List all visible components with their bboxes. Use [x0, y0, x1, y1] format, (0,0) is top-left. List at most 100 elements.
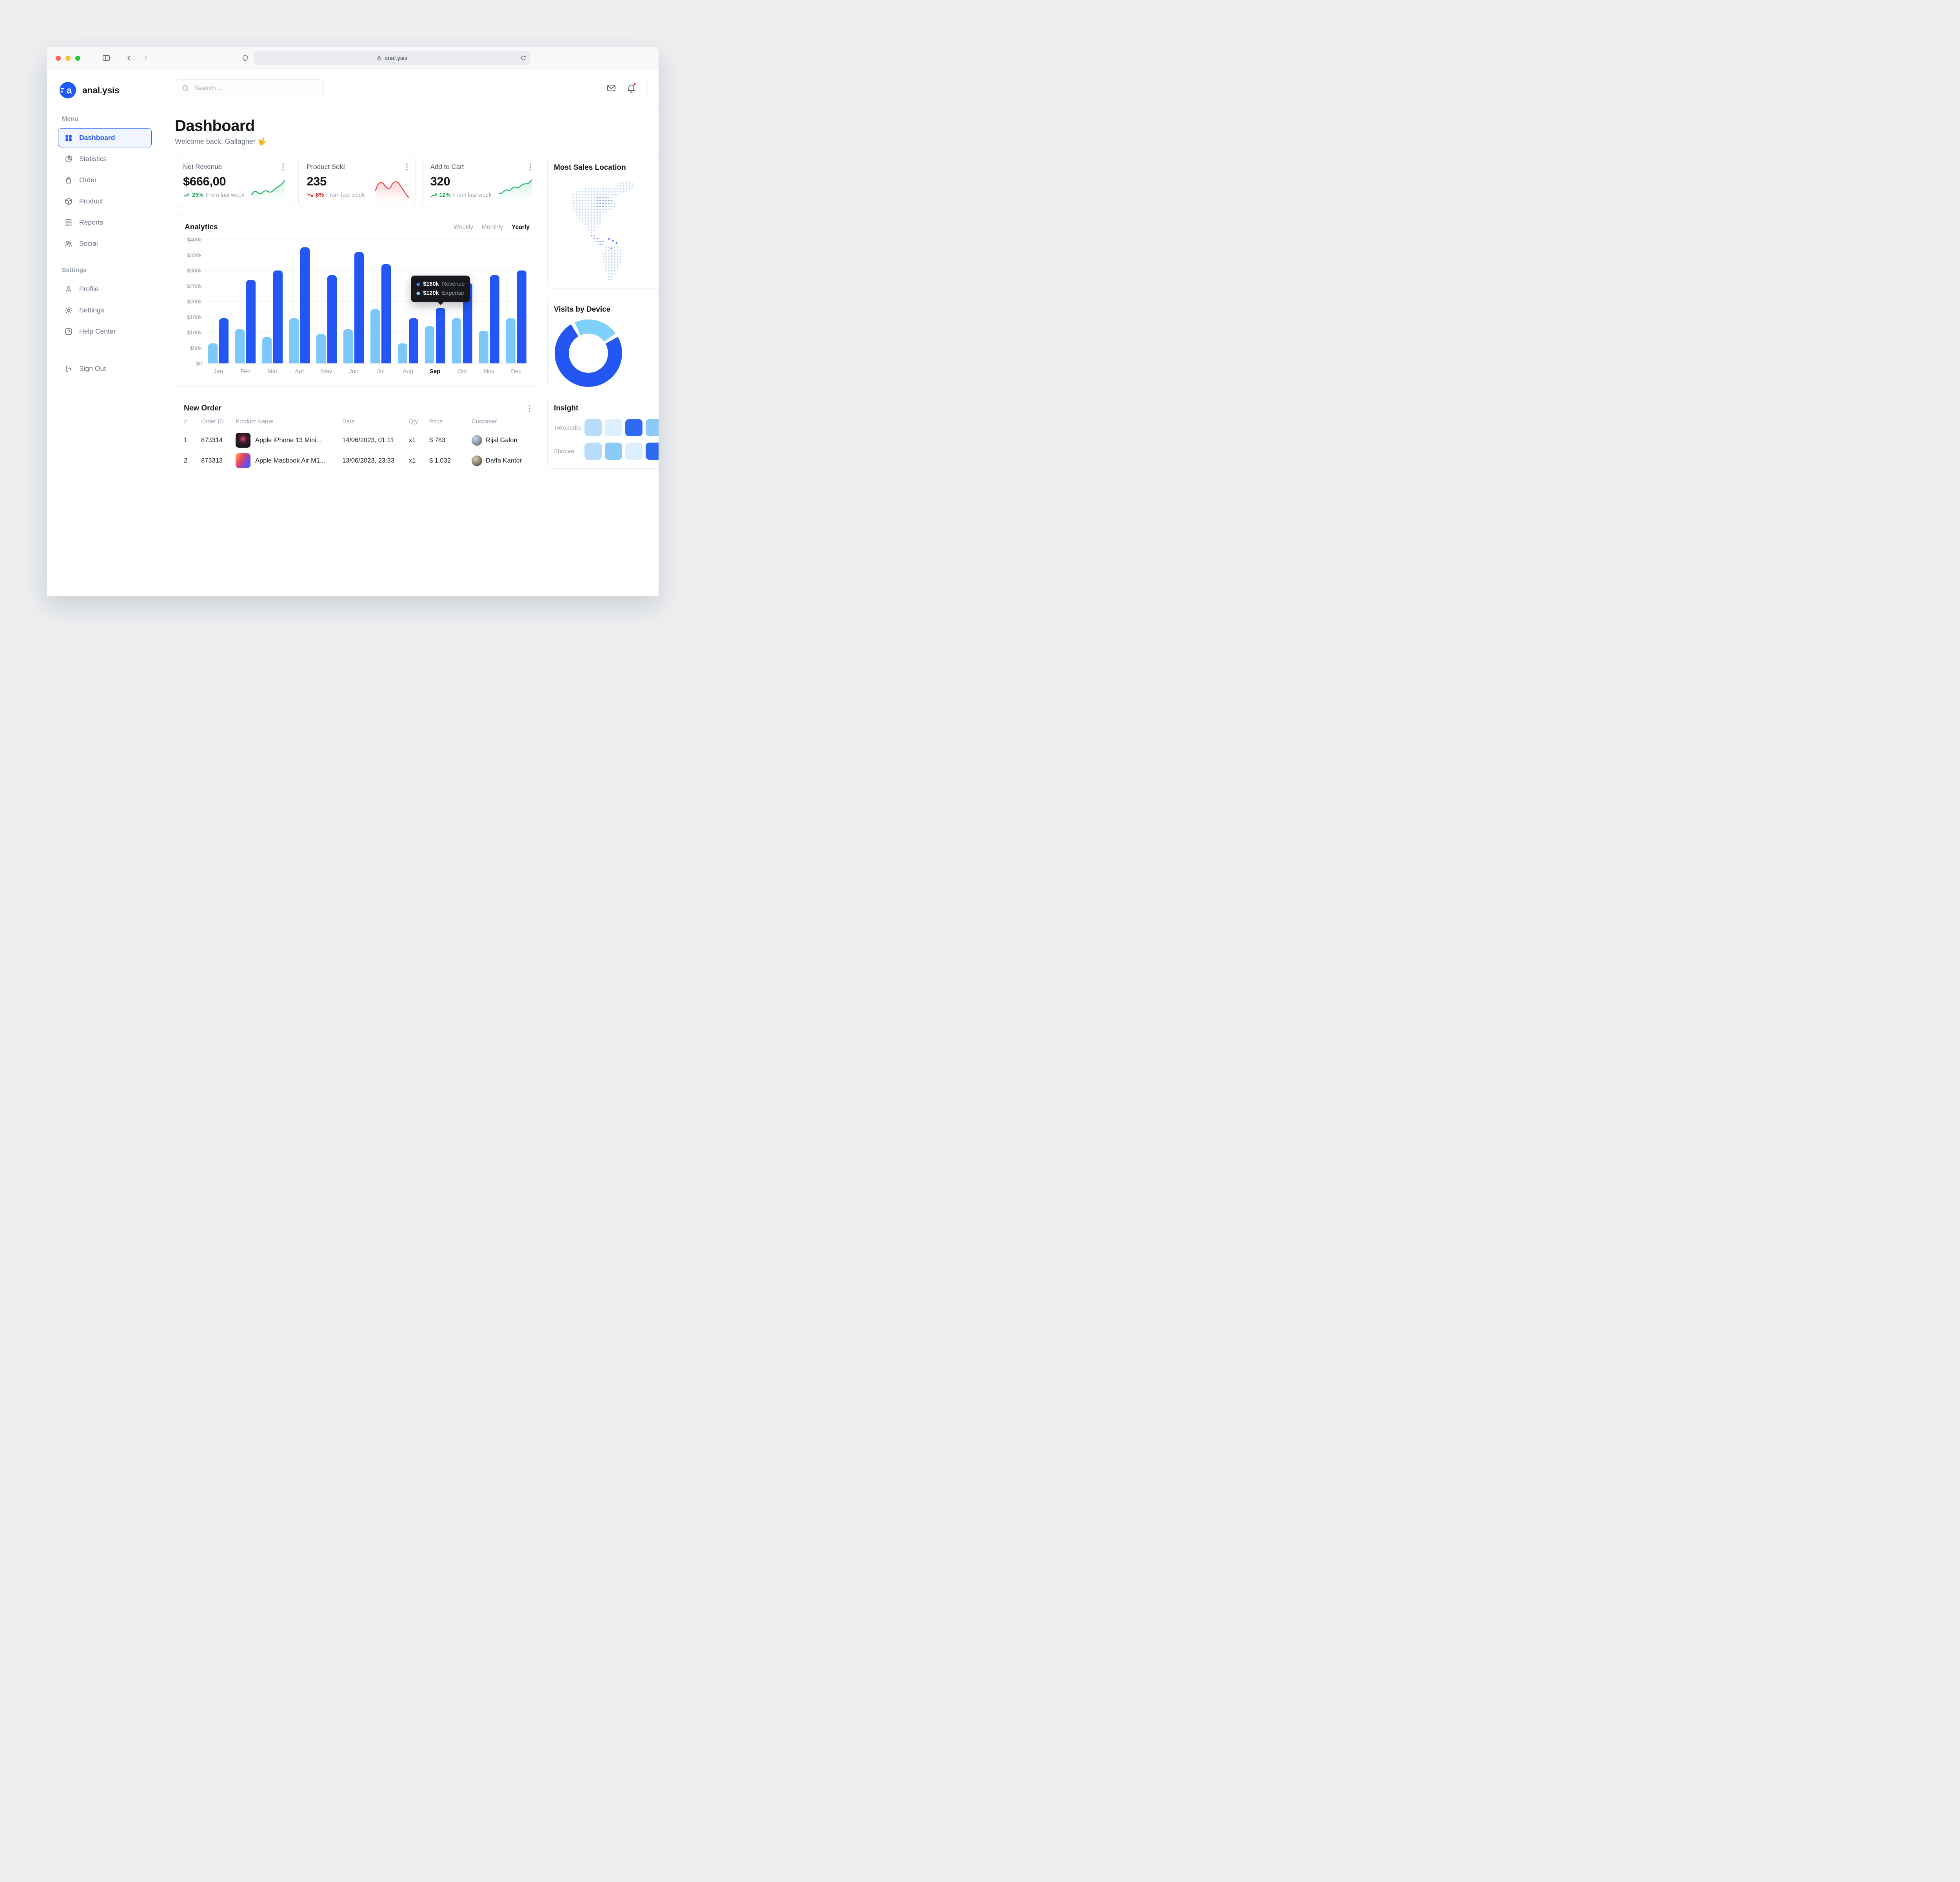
sidebar-toggle-button[interactable]	[102, 54, 111, 62]
range-yearly[interactable]: Yearly	[512, 224, 530, 230]
table-row[interactable]: 1 873314 Apple iPhone 13 Mini... 14/06/2…	[184, 430, 530, 450]
search-input[interactable]	[194, 83, 317, 93]
sign-out-button[interactable]: Sign Out	[58, 359, 152, 378]
stat-title: Add to Cart	[430, 163, 464, 171]
bar-expense-may[interactable]	[316, 334, 326, 363]
kebab-menu-button[interactable]	[530, 163, 531, 171]
cell-order-id: 873314	[201, 436, 223, 444]
logo-mark-icon: a	[60, 82, 76, 98]
bar-revenue-aug[interactable]	[408, 318, 418, 363]
sidebar-item-help-center[interactable]: Help Center	[58, 322, 152, 341]
sidebar-item-statistics[interactable]: Statistics	[58, 149, 152, 169]
sidebar-item-label: Settings	[79, 306, 104, 314]
shopping-bag-icon	[66, 176, 71, 183]
messages-button[interactable]	[606, 83, 616, 93]
cell-price: $ 783	[429, 436, 446, 444]
stat-delta: 25%	[192, 192, 204, 198]
sidebar-item-order[interactable]: Order	[58, 171, 152, 190]
x-axis-label: Jun	[349, 368, 359, 375]
bar-expense-sep[interactable]	[425, 326, 434, 363]
grid-icon	[65, 134, 72, 141]
customer-avatar	[472, 435, 482, 446]
sidebar-item-label: Order	[79, 176, 97, 184]
most-sales-location-card: Most Sales Location	[547, 156, 659, 289]
bar-group-jan	[208, 240, 229, 363]
bar-expense-nov[interactable]	[479, 331, 488, 363]
gridline	[205, 270, 530, 271]
bar-revenue-apr[interactable]	[300, 247, 310, 363]
bar-revenue-may[interactable]	[327, 275, 337, 363]
bar-expense-oct[interactable]	[452, 318, 461, 363]
back-button[interactable]	[125, 54, 133, 62]
x-axis-label: Oct	[457, 368, 467, 375]
reload-button[interactable]	[520, 55, 526, 61]
bar-expense-jan[interactable]	[208, 343, 218, 363]
help-icon	[65, 328, 72, 335]
bar-revenue-nov[interactable]	[490, 275, 499, 363]
kebab-menu-button[interactable]	[529, 405, 530, 412]
y-tick-label: $350k	[187, 252, 202, 258]
bar-revenue-mar[interactable]	[273, 270, 283, 363]
bar-expense-dec[interactable]	[506, 318, 515, 363]
zoom-window-button[interactable]	[75, 55, 80, 61]
bar-group-jul	[370, 240, 391, 363]
bar-revenue-dec[interactable]	[517, 270, 526, 363]
bar-expense-aug[interactable]	[397, 343, 407, 363]
notification-dot	[633, 82, 637, 86]
y-tick-label: $100k	[187, 329, 202, 336]
bar-expense-apr[interactable]	[289, 318, 299, 363]
cell-customer: Rijal Galon	[486, 436, 517, 444]
y-tick-label: $0	[196, 360, 202, 367]
bar-group-oct	[452, 240, 472, 363]
x-axis-label: Apr	[295, 368, 304, 375]
stat-note: From last week	[326, 192, 365, 198]
minimize-window-button[interactable]	[65, 55, 71, 61]
search-box[interactable]	[175, 79, 324, 97]
x-axis: Jan Feb Mar Apr May Jun Jul Aug Sep Oct Nov Dec	[205, 368, 530, 375]
bar-expense-jun[interactable]	[343, 329, 353, 363]
sidebar-item-product[interactable]: Product	[58, 192, 152, 211]
browser-toolbar: anal.ysis	[47, 47, 659, 69]
notifications-button[interactable]	[626, 82, 637, 93]
privacy-shield-icon[interactable]	[241, 54, 249, 62]
analytics-card: Analytics Weekly Monthly Yearly $400k $35…	[175, 214, 539, 387]
stat-note: From last week	[206, 192, 245, 198]
trend-up-icon	[431, 193, 437, 197]
sidebar-item-profile[interactable]: Profile	[58, 279, 152, 299]
y-tick-label: $400k	[187, 236, 202, 243]
range-monthly[interactable]: Monthly	[482, 224, 503, 230]
bar-revenue-jan[interactable]	[219, 318, 229, 363]
stat-card-product-sold: Product Sold 235 8% From last week	[298, 156, 416, 207]
sidebar-item-settings[interactable]: Settings	[58, 301, 152, 320]
logout-icon	[66, 365, 72, 372]
tooltip-expense-value: $120k	[423, 290, 439, 296]
stat-title: Product Sold	[307, 163, 345, 171]
page-title: Dashboard	[175, 117, 255, 134]
close-window-button[interactable]	[56, 55, 61, 61]
bar-expense-feb[interactable]	[235, 329, 245, 363]
range-weekly[interactable]: Weekly	[453, 224, 474, 230]
bar-expense-mar[interactable]	[262, 337, 272, 363]
cell-product-name: Apple iPhone 13 Mini...	[255, 436, 322, 444]
table-row[interactable]: 2 873313 Apple Macbook Air M1... 13/06/2…	[184, 450, 530, 471]
bar-revenue-jul[interactable]	[381, 264, 391, 363]
bar-group-feb	[235, 240, 256, 363]
x-axis-label: Nov	[484, 368, 495, 375]
address-bar[interactable]: anal.ysis	[254, 51, 530, 65]
stat-value: 235	[307, 174, 327, 188]
kebab-menu-button[interactable]	[406, 163, 408, 171]
bar-revenue-feb[interactable]	[246, 279, 256, 363]
bar-expense-jul[interactable]	[370, 309, 380, 363]
sidebar-item-social[interactable]: Social	[58, 234, 152, 253]
kebab-menu-button[interactable]	[282, 163, 284, 171]
sidebar-item-reports[interactable]: Reports	[58, 213, 152, 232]
envelope-icon	[607, 85, 615, 91]
bar-revenue-jun[interactable]	[354, 252, 364, 363]
bar-revenue-sep[interactable]	[436, 307, 445, 363]
stat-cards-row: Net Revenue $666,00 25% From last week	[175, 156, 539, 207]
insight-bar	[584, 443, 659, 460]
stat-title: Net Revenue	[183, 163, 222, 171]
y-tick-label: $200k	[187, 298, 202, 305]
sidebar-item-dashboard[interactable]: Dashboard	[58, 128, 152, 147]
forward-button[interactable]	[141, 54, 149, 62]
